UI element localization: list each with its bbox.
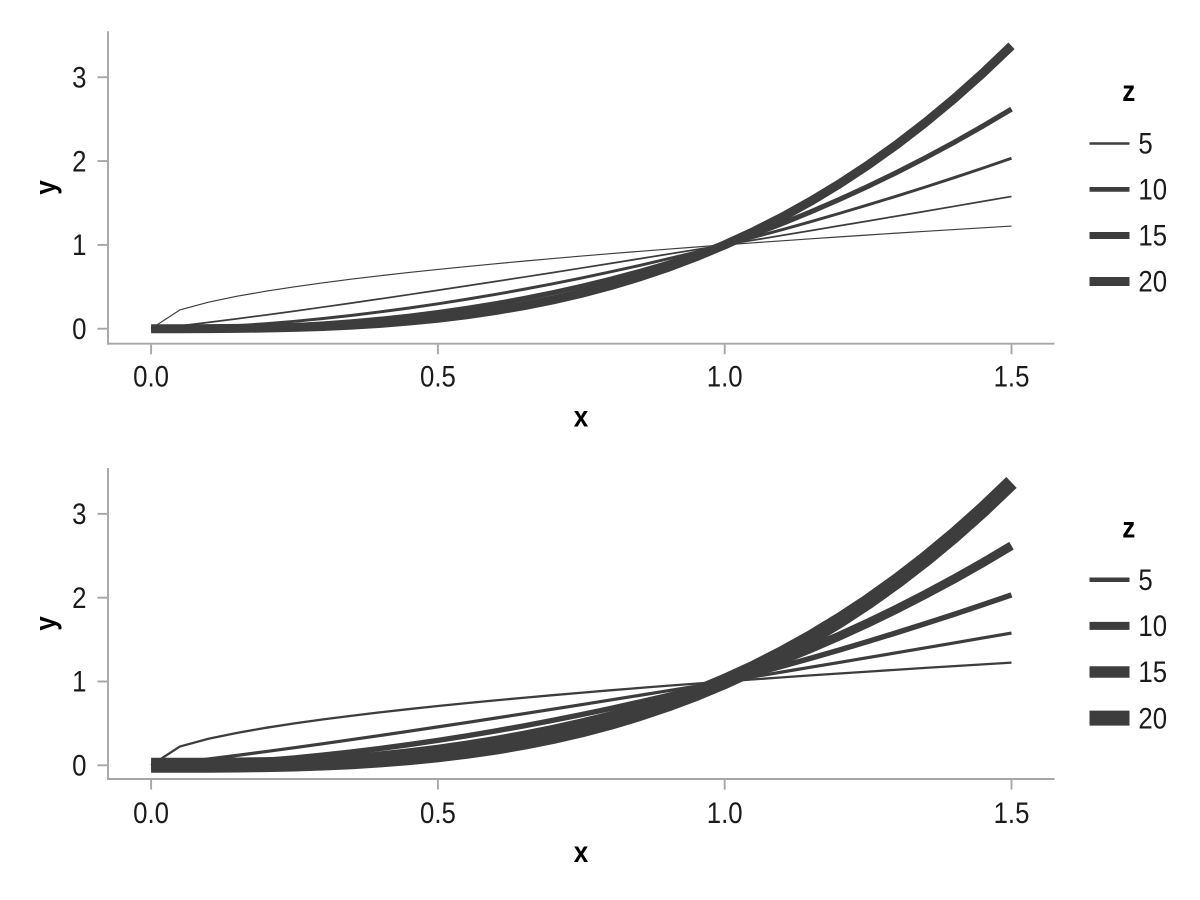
svg-text:1.0: 1.0 [707, 360, 743, 393]
svg-text:0.5: 0.5 [420, 796, 456, 829]
svg-text:y: y [29, 616, 62, 631]
svg-text:y: y [29, 180, 62, 195]
svg-text:x: x [574, 835, 589, 868]
svg-text:20: 20 [1138, 265, 1167, 298]
svg-text:15: 15 [1138, 219, 1167, 252]
svg-text:3: 3 [72, 497, 86, 530]
svg-text:20: 20 [1138, 701, 1167, 734]
svg-text:2: 2 [72, 581, 86, 614]
svg-text:1: 1 [72, 665, 86, 698]
svg-text:x: x [574, 400, 589, 433]
svg-text:z: z [1122, 75, 1135, 108]
svg-text:10: 10 [1138, 609, 1167, 642]
svg-text:5: 5 [1138, 563, 1152, 596]
svg-text:10: 10 [1138, 173, 1167, 206]
svg-text:1.0: 1.0 [707, 796, 743, 829]
svg-text:0: 0 [72, 312, 86, 345]
svg-text:z: z [1122, 511, 1135, 544]
svg-text:2: 2 [72, 144, 86, 177]
svg-text:5: 5 [1138, 127, 1152, 160]
svg-text:0: 0 [72, 749, 86, 782]
svg-text:1.5: 1.5 [994, 796, 1030, 829]
svg-text:3: 3 [72, 61, 86, 94]
svg-text:15: 15 [1138, 655, 1167, 688]
svg-text:1.5: 1.5 [994, 360, 1030, 393]
svg-text:0.0: 0.0 [133, 360, 169, 393]
svg-text:1: 1 [72, 228, 86, 261]
svg-text:0.5: 0.5 [420, 360, 456, 393]
svg-text:0.0: 0.0 [133, 796, 169, 829]
